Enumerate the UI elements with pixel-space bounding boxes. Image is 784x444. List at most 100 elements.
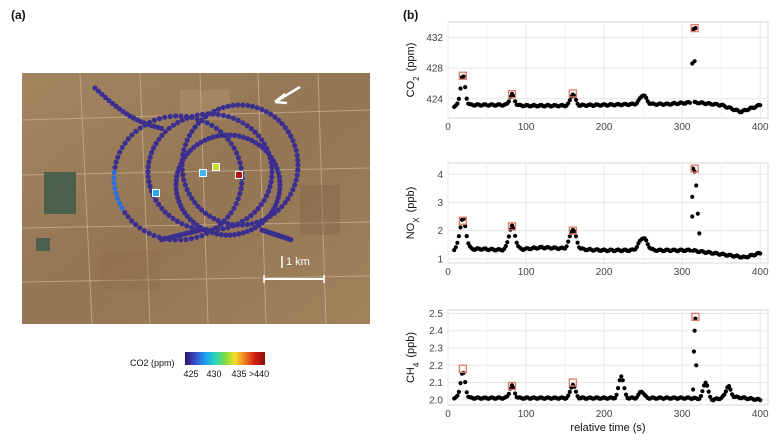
track-point <box>228 210 234 216</box>
panel-b-label: (b) <box>403 8 419 22</box>
track-point <box>189 128 195 134</box>
track-point <box>215 226 221 233</box>
track-point <box>122 210 128 216</box>
data-point <box>691 387 696 392</box>
track-point <box>292 142 298 148</box>
data-point <box>758 398 763 403</box>
highlighted-point <box>691 312 700 322</box>
track-point <box>252 225 258 231</box>
data-point <box>623 392 629 397</box>
track-point <box>235 117 241 123</box>
data-point <box>458 225 463 230</box>
track-point <box>290 187 296 193</box>
track-point <box>186 132 193 139</box>
track-point <box>112 164 118 170</box>
data-point <box>575 240 580 245</box>
y-axis-label: CO2 (ppm) <box>405 43 421 98</box>
track-point <box>248 126 254 132</box>
data-point <box>619 374 624 379</box>
x-tick-label: 200 <box>596 409 613 420</box>
track-point <box>204 120 210 126</box>
track-point <box>115 154 121 160</box>
track-point <box>133 221 139 227</box>
data-point <box>505 240 510 245</box>
track-point <box>125 136 131 142</box>
data-point <box>616 386 621 391</box>
track-point <box>106 97 112 104</box>
track-point <box>109 100 116 107</box>
track-point <box>198 139 204 145</box>
highlighted-point <box>568 226 578 235</box>
scale-bar <box>263 256 325 283</box>
data-point <box>573 234 579 239</box>
data-point <box>566 101 571 106</box>
track-point <box>184 115 190 121</box>
y-axis-label: CH4 (ppb) <box>405 332 421 383</box>
track-point <box>174 173 180 179</box>
track-point <box>145 164 151 170</box>
track-point <box>274 199 280 205</box>
track-point <box>231 205 237 211</box>
track-point <box>207 111 213 117</box>
track-point <box>288 133 294 139</box>
y-tick-label: 1 <box>437 254 443 265</box>
track-point <box>151 232 157 239</box>
track-point <box>252 140 259 146</box>
y-tick-label: 2.1 <box>429 378 443 389</box>
track-point <box>218 232 224 238</box>
data-point <box>694 363 699 368</box>
track-point <box>178 237 184 243</box>
track-point <box>223 232 229 238</box>
track-point <box>111 169 117 176</box>
track-point <box>111 175 117 181</box>
track-point <box>205 228 212 234</box>
x-tick-label: 400 <box>752 409 769 420</box>
track-point <box>112 185 118 191</box>
track-point <box>245 136 251 142</box>
track-point <box>290 138 296 144</box>
track-point <box>231 232 238 238</box>
data-point <box>690 194 695 199</box>
data-point <box>461 74 466 79</box>
track-point <box>269 164 275 171</box>
track-point <box>195 120 201 126</box>
track-point <box>186 191 192 197</box>
track-point <box>293 177 299 183</box>
track-point <box>239 218 245 224</box>
data-point <box>690 214 695 219</box>
track-point <box>167 113 173 120</box>
track-point <box>159 237 165 243</box>
track-point <box>174 190 180 196</box>
data-point <box>466 241 471 246</box>
track-point <box>173 113 179 119</box>
track-point <box>261 197 267 203</box>
track-point <box>235 196 241 202</box>
colorbar-tick-2: 430 <box>206 369 221 379</box>
track-point <box>147 183 153 189</box>
track-point <box>214 231 220 237</box>
track-point <box>285 129 291 135</box>
track-point <box>249 103 256 109</box>
track-point <box>181 177 187 183</box>
track-point <box>275 207 281 213</box>
data-point <box>464 234 469 239</box>
data-point <box>698 394 704 399</box>
track-point <box>183 236 189 243</box>
track-point <box>252 129 258 135</box>
track-point <box>189 195 195 202</box>
x-tick-label: 100 <box>518 267 535 278</box>
data-point <box>758 103 763 108</box>
x-tick-label: 0 <box>445 409 451 420</box>
data-point <box>456 96 461 101</box>
data-point <box>694 183 699 188</box>
track-point <box>223 132 229 138</box>
x-tick-label: 200 <box>596 122 613 133</box>
y-tick-label: 3 <box>437 198 443 209</box>
track-point <box>276 174 282 180</box>
track-point <box>173 178 179 184</box>
track-point <box>182 182 188 188</box>
data-point <box>692 59 697 64</box>
data-point <box>567 98 572 103</box>
data-point <box>464 96 469 101</box>
data-point <box>458 86 463 91</box>
